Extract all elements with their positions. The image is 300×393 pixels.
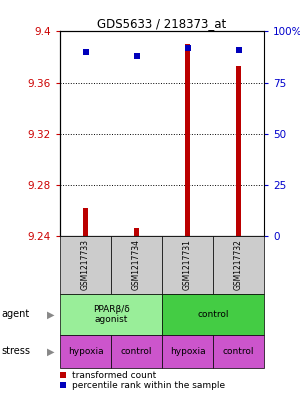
Text: GSM1217731: GSM1217731 [183, 239, 192, 290]
Title: GDS5633 / 218373_at: GDS5633 / 218373_at [98, 17, 226, 30]
Bar [111, 335, 162, 368]
Text: ▶: ▶ [46, 346, 54, 356]
Bar [111, 236, 162, 294]
Text: transformed count: transformed count [72, 371, 156, 380]
Bar [60, 236, 111, 294]
Bar [236, 66, 241, 236]
Text: hypoxia: hypoxia [68, 347, 103, 356]
Text: control: control [121, 347, 152, 356]
Text: hypoxia: hypoxia [170, 347, 205, 356]
Bar [162, 236, 213, 294]
Text: GSM1217732: GSM1217732 [234, 239, 243, 290]
Bar [134, 228, 139, 236]
Bar [213, 335, 264, 368]
Text: stress: stress [2, 346, 31, 356]
Bar [60, 335, 111, 368]
Bar [83, 208, 88, 236]
Bar [162, 335, 213, 368]
Bar [213, 236, 264, 294]
Text: ▶: ▶ [46, 309, 54, 320]
Text: GSM1217734: GSM1217734 [132, 239, 141, 290]
Text: GSM1217733: GSM1217733 [81, 239, 90, 290]
Bar [162, 294, 264, 335]
Bar [60, 294, 162, 335]
Text: control: control [223, 347, 254, 356]
Bar [185, 44, 190, 236]
Text: PPARβ/δ
agonist: PPARβ/δ agonist [93, 305, 129, 324]
Text: agent: agent [2, 309, 30, 320]
Text: control: control [197, 310, 229, 319]
Text: percentile rank within the sample: percentile rank within the sample [72, 381, 225, 390]
